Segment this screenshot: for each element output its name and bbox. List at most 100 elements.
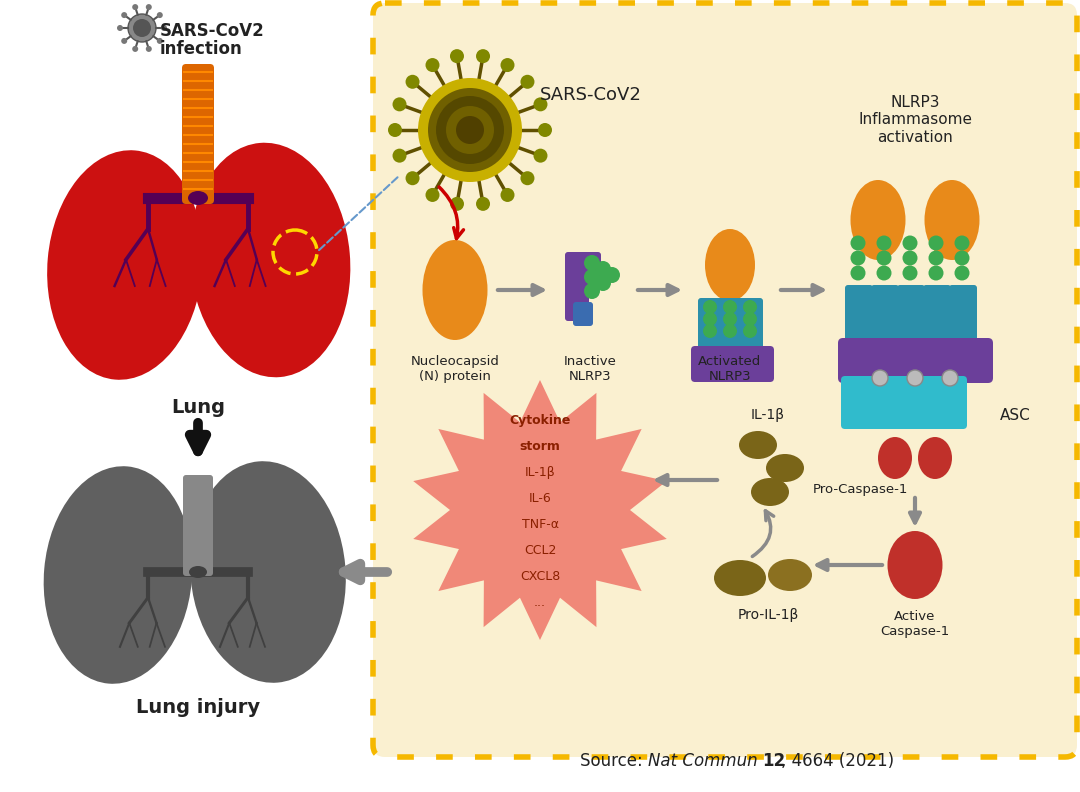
FancyBboxPatch shape [738, 298, 762, 359]
FancyBboxPatch shape [565, 267, 589, 321]
Ellipse shape [888, 531, 943, 599]
Text: IL-6: IL-6 [528, 492, 552, 505]
Ellipse shape [714, 560, 766, 596]
Text: Cytokine: Cytokine [510, 413, 570, 427]
Circle shape [426, 58, 440, 72]
FancyBboxPatch shape [841, 376, 877, 429]
FancyBboxPatch shape [691, 346, 774, 382]
Circle shape [929, 235, 944, 250]
Text: ...: ... [534, 596, 546, 608]
FancyBboxPatch shape [923, 285, 951, 351]
Text: Activated
NLRP3: Activated NLRP3 [699, 355, 761, 383]
Circle shape [584, 269, 600, 285]
Text: Pro-IL-1β: Pro-IL-1β [738, 608, 798, 622]
Circle shape [877, 250, 891, 265]
FancyBboxPatch shape [838, 338, 993, 383]
Text: NLRP3
Inflammasome
activation: NLRP3 Inflammasome activation [858, 95, 972, 145]
Ellipse shape [705, 229, 755, 301]
FancyBboxPatch shape [845, 285, 873, 351]
Circle shape [743, 312, 757, 326]
FancyBboxPatch shape [870, 376, 907, 429]
Circle shape [907, 370, 923, 386]
FancyBboxPatch shape [183, 475, 213, 576]
Circle shape [521, 74, 535, 89]
Text: TNF-α: TNF-α [522, 517, 558, 531]
Circle shape [418, 78, 522, 182]
FancyBboxPatch shape [870, 285, 899, 351]
Circle shape [723, 324, 737, 338]
Ellipse shape [924, 180, 980, 260]
Polygon shape [414, 380, 666, 640]
Circle shape [872, 370, 888, 386]
Circle shape [406, 171, 419, 185]
Ellipse shape [48, 150, 203, 379]
Circle shape [955, 235, 970, 250]
Circle shape [703, 324, 717, 338]
Ellipse shape [766, 454, 804, 482]
Circle shape [584, 283, 600, 299]
Text: Active
Caspase-1: Active Caspase-1 [880, 610, 949, 638]
Circle shape [903, 235, 918, 250]
Ellipse shape [190, 143, 350, 377]
Circle shape [121, 38, 127, 44]
Circle shape [476, 197, 490, 211]
FancyBboxPatch shape [698, 298, 723, 359]
Text: ASC: ASC [1000, 408, 1030, 422]
Circle shape [851, 265, 865, 280]
Text: IL-1β: IL-1β [751, 408, 785, 422]
Ellipse shape [422, 240, 487, 340]
Circle shape [743, 324, 757, 338]
Circle shape [500, 58, 514, 72]
Circle shape [903, 265, 918, 280]
Circle shape [132, 4, 138, 10]
Text: IL-1β: IL-1β [525, 466, 555, 478]
Circle shape [877, 265, 891, 280]
Circle shape [703, 300, 717, 314]
Text: Nat Commun: Nat Commun [648, 752, 762, 770]
Text: storm: storm [519, 440, 561, 452]
Circle shape [604, 267, 620, 283]
Circle shape [955, 250, 970, 265]
Text: 12: 12 [762, 752, 785, 770]
FancyBboxPatch shape [931, 376, 967, 429]
Circle shape [955, 265, 970, 280]
Circle shape [903, 250, 918, 265]
Circle shape [161, 25, 167, 31]
Circle shape [723, 312, 737, 326]
Text: Lung injury: Lung injury [136, 698, 260, 717]
Ellipse shape [878, 437, 912, 479]
Circle shape [146, 4, 152, 10]
Circle shape [584, 255, 600, 271]
Circle shape [942, 370, 958, 386]
Ellipse shape [739, 431, 777, 459]
Text: SARS-CoV2: SARS-CoV2 [540, 86, 642, 104]
Circle shape [388, 123, 402, 137]
Circle shape [133, 19, 151, 37]
FancyBboxPatch shape [183, 64, 214, 204]
Circle shape [446, 106, 494, 154]
Circle shape [146, 46, 152, 52]
Text: , 4664 (2021): , 4664 (2021) [781, 752, 894, 770]
Circle shape [392, 149, 406, 162]
Text: infection: infection [160, 40, 243, 58]
Circle shape [703, 312, 717, 326]
Circle shape [534, 149, 548, 162]
Circle shape [743, 300, 757, 314]
Circle shape [500, 188, 514, 202]
Circle shape [129, 14, 156, 42]
FancyBboxPatch shape [565, 252, 600, 276]
Text: Nucleocapsid
(N) protein: Nucleocapsid (N) protein [410, 355, 499, 383]
Circle shape [929, 265, 944, 280]
Text: SARS-CoV2: SARS-CoV2 [160, 22, 265, 40]
Ellipse shape [918, 437, 951, 479]
Circle shape [450, 49, 464, 63]
Text: CXCL8: CXCL8 [519, 569, 561, 582]
Circle shape [121, 12, 127, 18]
Circle shape [521, 171, 535, 185]
Text: Pro-Caspase-1: Pro-Caspase-1 [812, 483, 907, 496]
Text: Inactive
NLRP3: Inactive NLRP3 [564, 355, 617, 383]
Circle shape [595, 261, 611, 277]
Ellipse shape [188, 191, 208, 205]
FancyBboxPatch shape [373, 3, 1077, 757]
Circle shape [157, 12, 163, 18]
